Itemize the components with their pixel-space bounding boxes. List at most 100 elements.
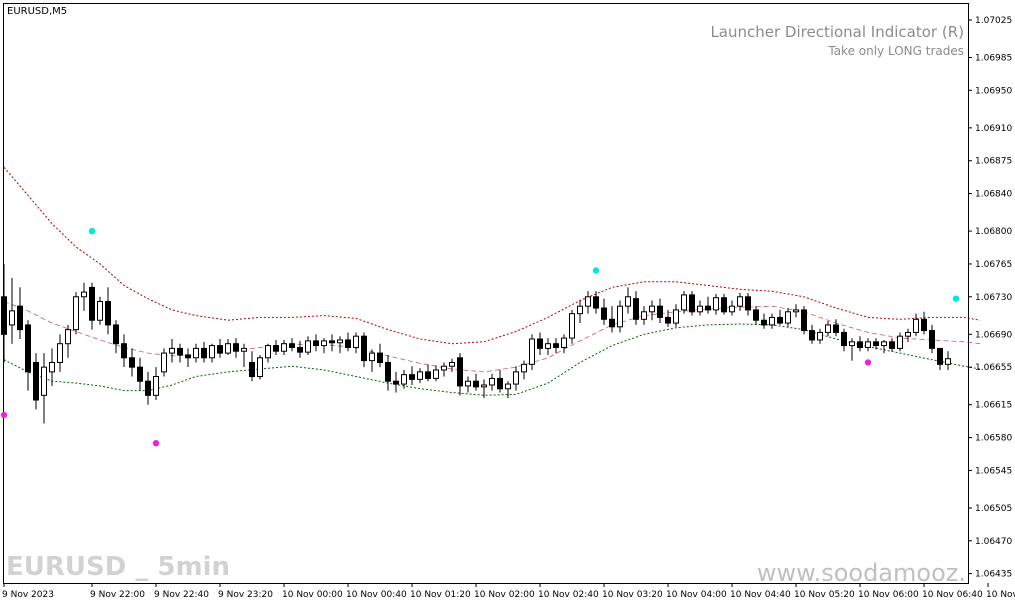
bear-candle-body [17,305,23,331]
candle [313,334,319,352]
price-tick-label: 1.06875 [975,157,1012,167]
price-tick-label: 1.06840 [975,190,1012,200]
time-tick-label: 10 Nov 07:20 [986,590,1015,600]
candle [553,338,559,354]
bull-candle-body [897,335,903,349]
bull-candle-body [673,309,679,324]
bull-candle-body [521,363,527,373]
bear-candle-body [121,343,127,359]
candle [257,354,263,380]
candle [721,293,727,315]
candle [713,293,719,315]
candle [201,341,207,363]
candle [433,365,439,382]
bear-candle-body [201,347,207,359]
time-tick-label: 10 Nov 04:00 [666,590,727,600]
bear-candle-body [233,343,239,352]
candle [585,291,591,314]
candle [217,339,223,358]
bear-candle-body [889,341,895,349]
bull-candle-body [625,296,631,307]
bull-candle-body [513,371,519,385]
bear-candle-body [857,341,863,348]
candle [401,369,407,389]
bull-candle-body [569,313,575,339]
bull-candle-body [793,309,799,313]
candle [337,336,343,354]
candle [521,360,527,380]
candle [89,282,95,330]
candle [233,338,239,358]
candle [617,300,623,333]
buy-signal-dot [88,227,96,235]
candle [145,371,151,405]
bull-candle-body [169,347,175,354]
candle [905,328,911,342]
candle [481,379,487,399]
bear-candle-body [145,380,151,396]
bear-candle-body [425,371,431,379]
bear-candle-body [33,361,39,401]
candle [825,321,831,337]
lower-band-line [3,323,981,396]
buy-signal-dot [592,267,600,274]
bull-candle-body [97,300,103,321]
candle [801,306,807,335]
bear-candle-body [777,316,783,324]
candle [753,306,759,325]
bull-candle-body [193,347,199,359]
candle [425,364,431,382]
bear-candle-body [705,305,711,311]
bear-candle-body [113,324,119,345]
price-tick-label: 1.07025 [975,16,1012,26]
candle [529,334,535,370]
time-tick-label: 10 Nov 04:40 [730,590,791,600]
bull-candle-body [905,331,911,337]
bear-candle-body [873,341,879,347]
candle [121,334,127,368]
candle [697,300,703,316]
candle [817,328,823,344]
middle-line [3,301,981,373]
candle [353,332,359,354]
bull-candle-body [9,310,15,326]
candle [321,338,327,354]
bear-candle-body [105,300,111,326]
bull-candle-body [153,376,159,396]
bull-candle-body [529,338,535,365]
candle [369,349,375,372]
candle [913,313,919,337]
bear-candle-body [345,339,351,348]
candle [169,339,175,363]
bear-candle-body [721,297,727,313]
bull-candle-body [849,341,855,347]
bull-candle-body [465,380,471,387]
sell-signal-dot [864,359,872,366]
candle [457,353,463,396]
bull-candle-body [41,366,47,396]
price-axis: 1.07025 1.06985 1.06950 1.06910 1.06875 1.068… [968,16,1012,580]
bear-candle-body [137,366,143,382]
time-tick-label: 9 Nov 23:20 [218,590,273,600]
candle [601,298,607,325]
bear-candle-body [361,335,367,362]
time-tick-label: 10 Nov 02:00 [474,590,535,600]
candle [665,309,671,327]
candle [657,298,663,324]
bear-candle-body [185,354,191,359]
time-tick-label: 10 Nov 01:20 [410,590,471,600]
candle [209,343,215,363]
candle [593,291,599,314]
candle [81,282,87,311]
candle [225,339,231,355]
price-tick-label: 1.06580 [975,434,1012,444]
candle [761,313,767,329]
bear-candle-body [833,324,839,333]
signal-dots [0,227,960,447]
bull-candle-body [617,305,623,328]
bull-candle-body [481,384,487,388]
candle [113,320,119,354]
bear-candle-body [841,331,847,347]
candle [737,293,743,311]
